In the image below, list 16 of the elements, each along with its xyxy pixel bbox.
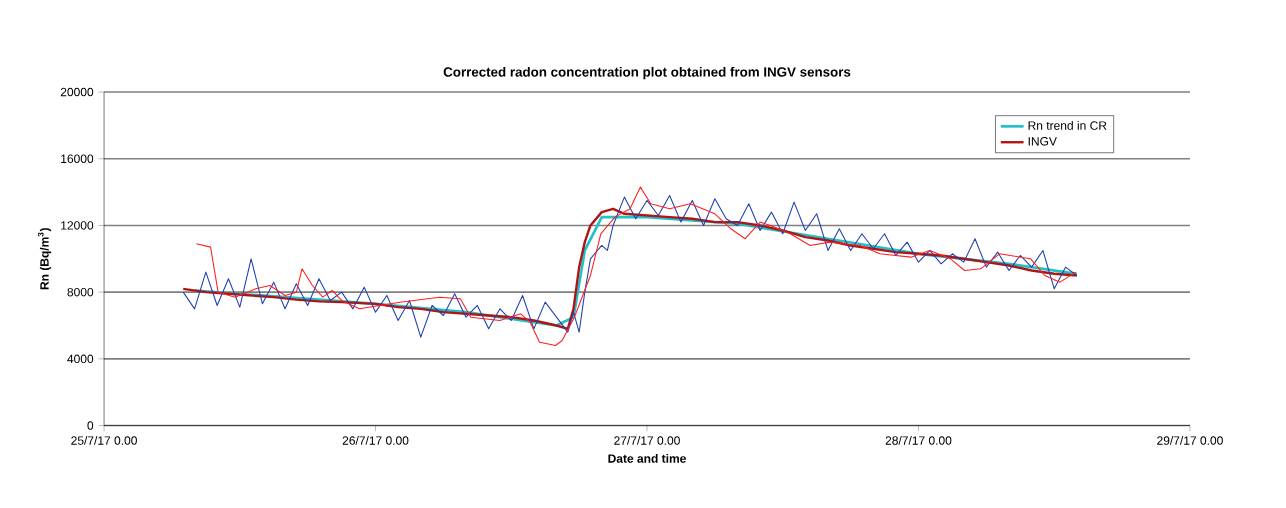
- y-tick-label: 20000: [60, 87, 94, 97]
- legend-label: INGV: [1028, 136, 1057, 146]
- y-tick-label: 4000: [67, 354, 94, 363]
- x-axis-title: Date and time: [608, 453, 686, 463]
- chart-title: Corrected radon concentration plot obtained from INGV sensors: [443, 66, 851, 80]
- x-tick-label: 27/7/17 0.00: [614, 435, 680, 445]
- y-axis-title: Rn (Bq/m$^{3}$): [37, 228, 52, 290]
- y-tick-label: 16000: [61, 154, 94, 163]
- legend-label: Rn trend in CR: [1028, 120, 1107, 130]
- y-tick-label: 8000: [67, 287, 94, 297]
- x-tick-label: 25/7/17 0.00: [71, 435, 137, 445]
- x-tick-label: 28/7/17 0.00: [885, 435, 952, 445]
- x-tick-label: 29/7/17 0.00: [1157, 435, 1223, 445]
- y-tick-label: 12000: [61, 221, 94, 230]
- x-tick-label: 26/7/17 0.00: [342, 435, 409, 445]
- y-tick-label: 0: [87, 421, 94, 430]
